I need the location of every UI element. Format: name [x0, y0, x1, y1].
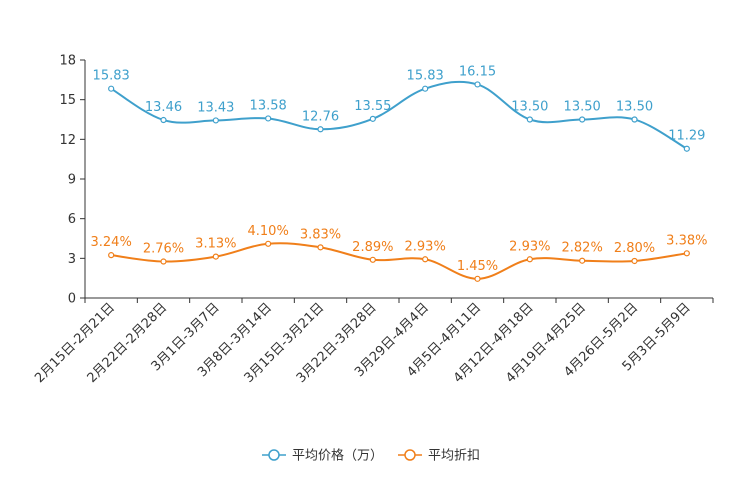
data-point[interactable] — [369, 115, 376, 122]
legend-marker-icon — [268, 449, 280, 461]
y-tick-label: 15 — [59, 93, 76, 108]
data-label: 2.93% — [509, 239, 550, 254]
data-label: 15.83 — [93, 69, 130, 84]
data-point[interactable] — [579, 116, 586, 123]
data-point[interactable] — [526, 256, 533, 263]
data-label: 13.58 — [250, 98, 287, 113]
data-label: 2.82% — [562, 241, 603, 256]
data-point[interactable] — [631, 116, 638, 123]
data-label: 2.80% — [614, 241, 655, 256]
series-1: 15.83 13.46 13.43 13.58 12.76 13.55 15.83 16.15… — [93, 64, 705, 152]
y-tick-label: 0 — [68, 292, 76, 307]
data-point[interactable] — [369, 256, 376, 263]
data-label: 3.24% — [91, 235, 132, 250]
series-line — [111, 242, 687, 280]
legend-item[interactable]: 平均折扣 — [398, 449, 480, 464]
data-label: 13.55 — [354, 99, 391, 114]
data-point[interactable] — [317, 244, 324, 251]
data-label: 2.89% — [352, 240, 393, 255]
data-label: 2.76% — [143, 242, 184, 257]
y-tick-label: 18 — [59, 54, 76, 69]
data-point[interactable] — [683, 145, 690, 152]
y-tick-label: 9 — [68, 173, 76, 188]
data-label: 11.29 — [668, 129, 705, 144]
data-point[interactable] — [422, 85, 429, 92]
data-point[interactable] — [422, 256, 429, 263]
data-label: 13.50 — [564, 100, 601, 115]
data-point[interactable] — [212, 117, 219, 124]
data-point[interactable] — [474, 81, 481, 88]
data-point[interactable] — [631, 257, 638, 265]
data-label: 16.15 — [459, 64, 496, 79]
data-label: 3.13% — [195, 237, 236, 252]
data-label: 13.46 — [145, 100, 182, 115]
data-label: 13.50 — [616, 100, 653, 115]
legend-label: 平均价格（万） — [292, 448, 383, 464]
data-point[interactable] — [108, 252, 115, 259]
series-2: 3.24% 2.76% 3.13% 4.10% 3.83% 2.89% 2.93% 1.45%… — [91, 224, 707, 282]
y-tick-label: 3 — [68, 252, 76, 267]
legend-marker-icon — [404, 449, 416, 461]
series-line — [110, 80, 688, 150]
y-tick-label: 12 — [59, 133, 76, 148]
legend-item[interactable]: 平均价格（万） — [262, 448, 383, 464]
data-point[interactable] — [526, 116, 533, 123]
data-label: 1.45% — [457, 259, 498, 274]
data-point[interactable] — [265, 240, 272, 247]
chart-series: 15.83 13.46 13.43 13.58 12.76 13.55 15.83 16.15… — [91, 64, 707, 282]
data-label: 13.50 — [511, 100, 548, 115]
data-label: 12.76 — [302, 109, 339, 124]
data-point[interactable] — [265, 115, 272, 122]
data-label: 2.93% — [405, 239, 446, 254]
data-point[interactable] — [474, 275, 481, 282]
data-point[interactable] — [108, 85, 115, 92]
data-point[interactable] — [160, 116, 167, 124]
data-point[interactable] — [317, 126, 324, 133]
data-label: 13.43 — [197, 100, 234, 115]
data-point[interactable] — [160, 258, 167, 265]
data-label: 3.83% — [300, 227, 341, 242]
data-point[interactable] — [683, 250, 690, 257]
data-label: 4.10% — [248, 224, 289, 239]
data-point[interactable] — [212, 253, 219, 260]
data-label: 3.38% — [666, 233, 707, 248]
data-label: 15.83 — [407, 69, 444, 84]
chart-legend[interactable]: 平均价格（万） 平均折扣 — [262, 448, 480, 464]
data-point[interactable] — [579, 257, 586, 264]
y-tick-label: 6 — [68, 212, 76, 227]
legend-label: 平均折扣 — [428, 449, 480, 464]
